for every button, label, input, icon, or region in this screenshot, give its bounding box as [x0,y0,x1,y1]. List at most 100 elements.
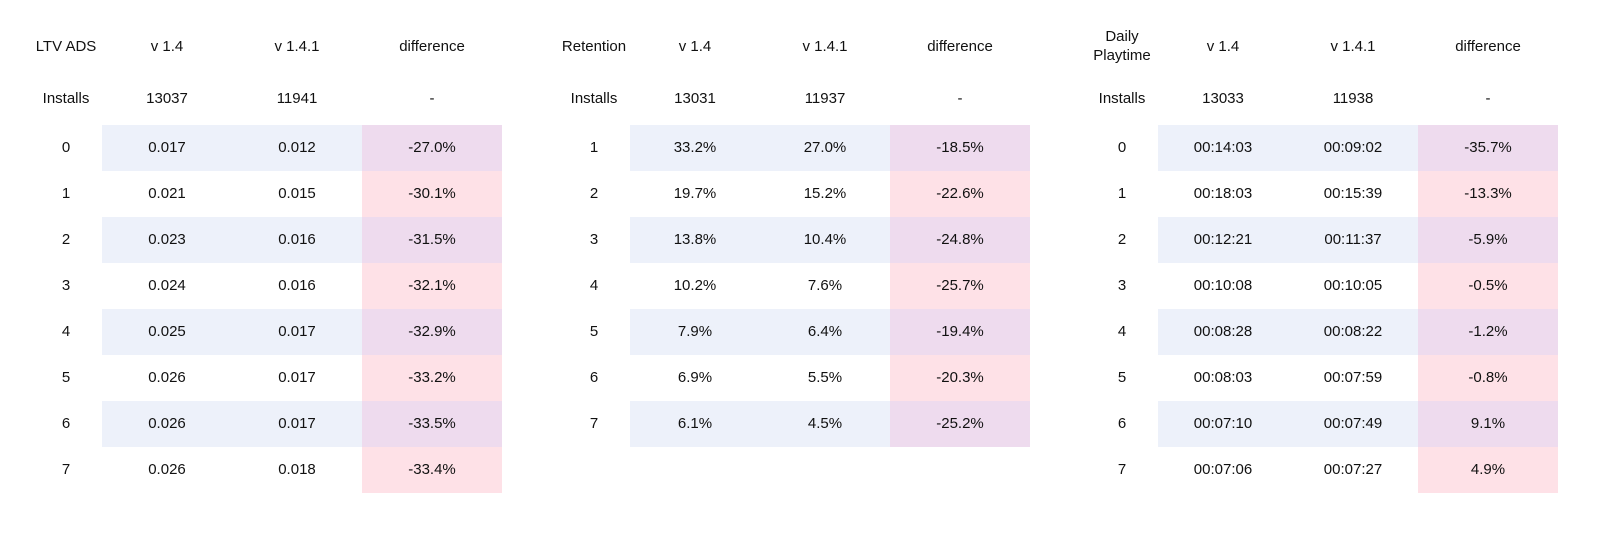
value-v141-cell: 0.017 [232,401,362,447]
value-v141-cell: 0.017 [232,355,362,401]
value-v14-cell: 0.025 [102,309,232,355]
difference-cell: 4.9% [1418,447,1558,493]
difference-cell: -33.5% [362,401,502,447]
difference-cell: -25.7% [890,263,1030,309]
difference-cell: -32.1% [362,263,502,309]
column-header-v14: v 1.4 [150,37,184,55]
column-header-difference: difference [927,37,993,55]
table-header-row: Daily Playtime v 1.4 v 1.4.1 difference [1086,21,1558,73]
difference-cell: -33.4% [362,447,502,493]
value-v141-cell: 27.0% [760,125,890,171]
difference-cell: -31.5% [362,217,502,263]
row-label: 1 [1117,184,1127,202]
value-v14-cell: 00:08:03 [1158,355,1288,401]
row-label: 0 [61,138,71,156]
table-row: 4 0.025 0.017 -32.9% [30,309,502,355]
value-v141-cell: 0.016 [232,217,362,263]
value-v14-cell: 0.017 [102,125,232,171]
value-v14-cell: 0.021 [102,171,232,217]
value-v141-cell: 6.4% [760,309,890,355]
daily-playtime-table: Daily Playtime v 1.4 v 1.4.1 difference … [1086,21,1558,493]
installs-v14-value: 13033 [1202,89,1244,107]
column-header-difference: difference [1455,37,1521,55]
table-body: 0 00:14:03 00:09:02 -35.7% 1 00:18:03 00:15:39… [1086,125,1558,493]
row-label: 5 [1117,368,1127,386]
table-row: 1 33.2% 27.0% -18.5% [558,125,1030,171]
installs-row: Installs 13031 11937 - [558,73,1030,125]
installs-difference-value: - [429,89,435,107]
value-v14-cell: 00:10:08 [1158,263,1288,309]
table-row: 0 0.017 0.012 -27.0% [30,125,502,171]
value-v14-cell: 19.7% [630,171,760,217]
value-v141-cell: 00:08:22 [1288,309,1418,355]
difference-cell: -13.3% [1418,171,1558,217]
table-row: 5 00:08:03 00:07:59 -0.8% [1086,355,1558,401]
installs-label: Installs [1098,89,1146,107]
value-v141-cell: 5.5% [760,355,890,401]
row-label: 6 [589,368,599,386]
row-label: 2 [61,230,71,248]
installs-row: Installs 13033 11938 - [1086,73,1558,125]
value-v141-cell: 0.012 [232,125,362,171]
value-v14-cell: 7.9% [630,309,760,355]
difference-cell: -5.9% [1418,217,1558,263]
value-v14-cell: 0.026 [102,355,232,401]
installs-difference-value: - [957,89,963,107]
row-label: 2 [1117,230,1127,248]
column-header-difference: difference [399,37,465,55]
installs-difference-value: - [1485,89,1491,107]
difference-cell: -19.4% [890,309,1030,355]
row-label: 1 [589,138,599,156]
value-v141-cell: 00:07:49 [1288,401,1418,447]
table-title: Retention [561,37,627,55]
row-label: 5 [589,322,599,340]
value-v141-cell: 15.2% [760,171,890,217]
difference-cell: -30.1% [362,171,502,217]
table-row: 0 00:14:03 00:09:02 -35.7% [1086,125,1558,171]
table-header-row: LTV ADS v 1.4 v 1.4.1 difference [30,21,502,73]
installs-v141-value: 11941 [276,89,318,107]
value-v14-cell: 6.1% [630,401,760,447]
table-row: 2 00:12:21 00:11:37 -5.9% [1086,217,1558,263]
table-row: 2 19.7% 15.2% -22.6% [558,171,1030,217]
value-v141-cell: 0.018 [232,447,362,493]
installs-v141-value: 11937 [804,89,846,107]
installs-v141-value: 11938 [1332,89,1374,107]
difference-cell: -20.3% [890,355,1030,401]
difference-cell: -33.2% [362,355,502,401]
value-v14-cell: 33.2% [630,125,760,171]
table-title: Daily Playtime [1093,28,1151,64]
value-v14-cell: 13.8% [630,217,760,263]
difference-cell: 9.1% [1418,401,1558,447]
value-v14-cell: 0.023 [102,217,232,263]
installs-v14-value: 13037 [146,89,188,107]
value-v14-cell: 10.2% [630,263,760,309]
installs-v14-value: 13031 [674,89,716,107]
row-label: 4 [61,322,71,340]
column-header-v14: v 1.4 [678,37,712,55]
installs-label: Installs [42,89,90,107]
table-row: 4 00:08:28 00:08:22 -1.2% [1086,309,1558,355]
value-v14-cell: 00:18:03 [1158,171,1288,217]
table-row: 6 0.026 0.017 -33.5% [30,401,502,447]
value-v141-cell: 00:15:39 [1288,171,1418,217]
column-header-v141: v 1.4.1 [274,37,320,55]
row-label: 7 [61,460,71,478]
row-label: 5 [61,368,71,386]
row-label: 2 [589,184,599,202]
table-row: 7 0.026 0.018 -33.4% [30,447,502,493]
value-v14-cell: 00:08:28 [1158,309,1288,355]
row-label: 6 [1117,414,1127,432]
difference-cell: -35.7% [1418,125,1558,171]
row-label: 6 [61,414,71,432]
value-v141-cell: 0.015 [232,171,362,217]
row-label: 4 [1117,322,1127,340]
value-v141-cell: 10.4% [760,217,890,263]
row-label: 3 [589,230,599,248]
column-header-v141: v 1.4.1 [802,37,848,55]
installs-row: Installs 13037 11941 - [30,73,502,125]
value-v141-cell: 4.5% [760,401,890,447]
difference-cell: -27.0% [362,125,502,171]
value-v14-cell: 00:14:03 [1158,125,1288,171]
difference-cell: -32.9% [362,309,502,355]
